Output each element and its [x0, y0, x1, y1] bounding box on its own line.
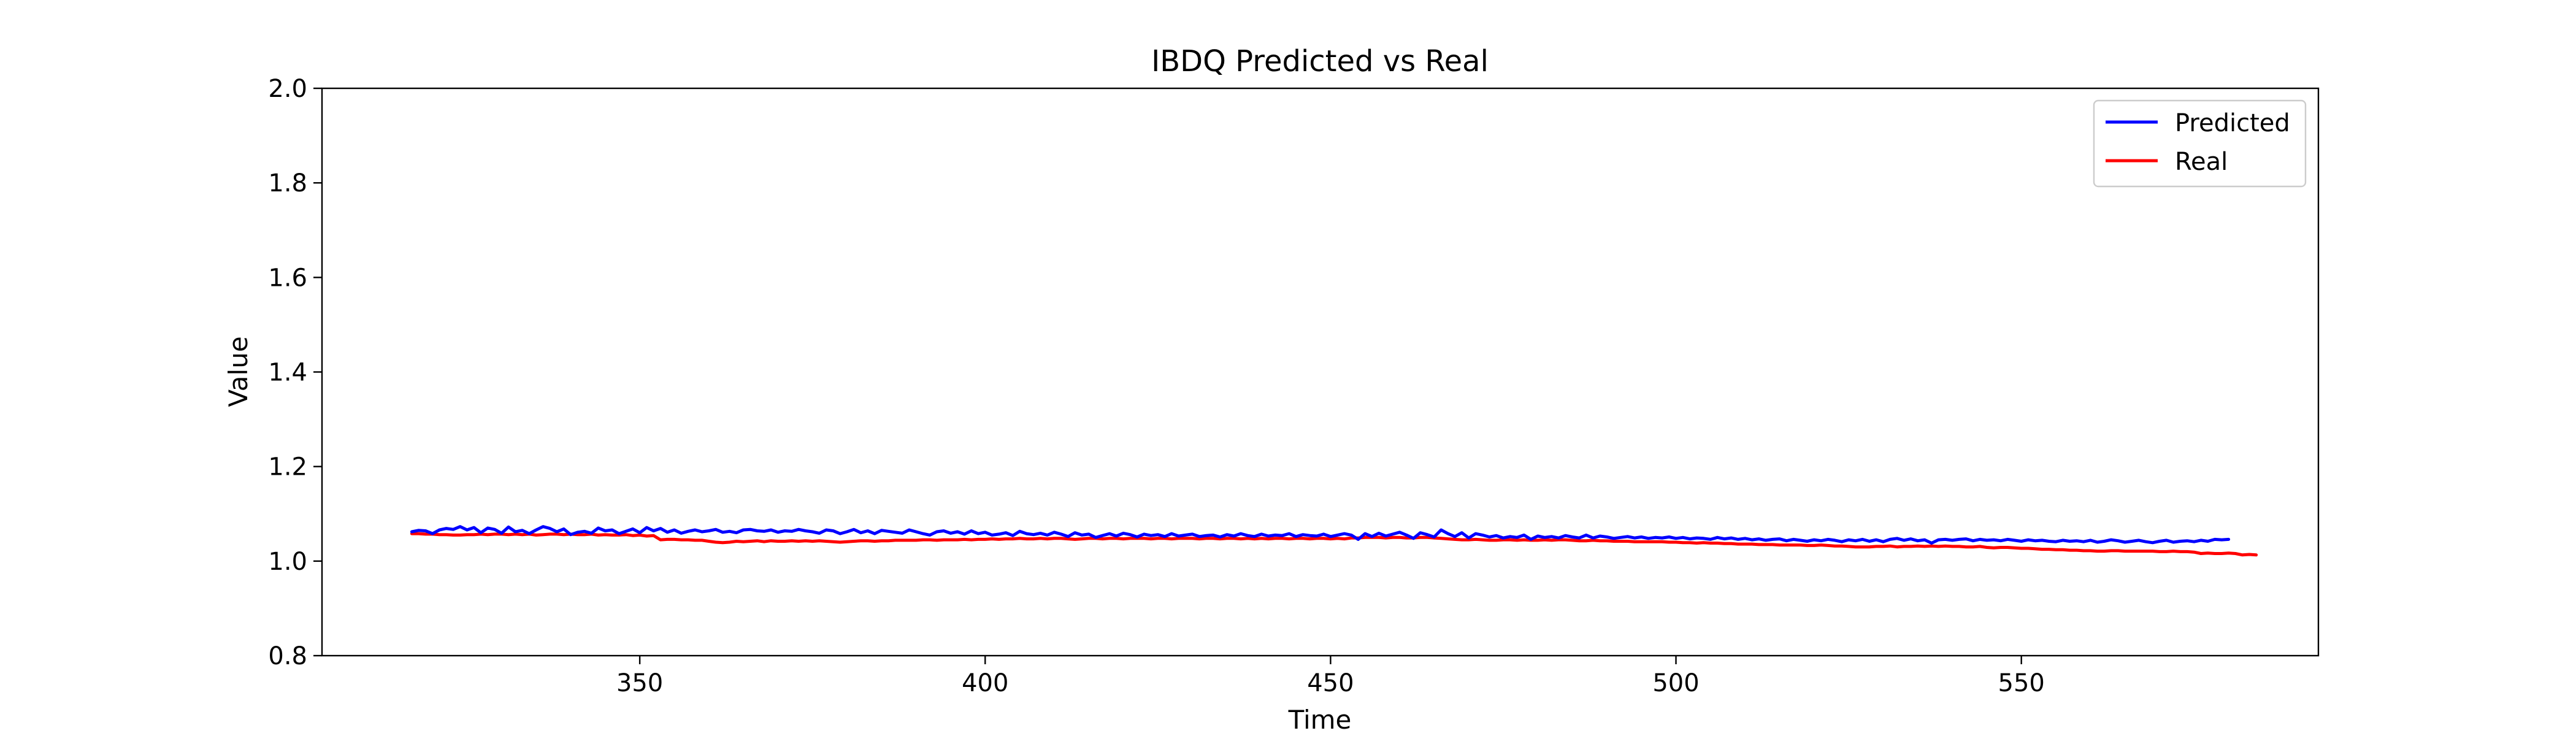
- series-layer: [410, 525, 2258, 557]
- y-tick-label: 2.0: [268, 75, 307, 103]
- y-tick-label: 1.6: [268, 264, 307, 292]
- y-tick-label: 1.8: [268, 169, 307, 197]
- x-tick-label: 550: [1998, 669, 2045, 697]
- y-axis-label: Value: [223, 336, 253, 407]
- x-tick-label: 450: [1307, 669, 1354, 697]
- chart-title: IBDQ Predicted vs Real: [1151, 44, 1489, 79]
- legend-label-predicted: Predicted: [2175, 109, 2290, 137]
- series-line-real: [410, 532, 2258, 557]
- y-tick-label: 1.2: [268, 453, 307, 481]
- y-tick-label: 0.8: [268, 642, 307, 670]
- y-tick-label: 1.0: [268, 548, 307, 576]
- x-axis-label: Time: [1288, 705, 1352, 735]
- axes-layer: 350 400 450 500 550 0.8 1.0 1.2 1.4 1.6 1.8 2.0: [268, 75, 2044, 697]
- series-line-predicted: [410, 525, 2231, 545]
- legend: Predicted Real: [2093, 99, 2307, 188]
- y-tick-label: 1.4: [268, 359, 307, 387]
- x-tick-label: 500: [1652, 669, 1699, 697]
- plot-frame: [321, 87, 2320, 657]
- legend-label-real: Real: [2175, 148, 2228, 176]
- x-tick-label: 350: [616, 669, 663, 697]
- x-tick-label: 400: [962, 669, 1008, 697]
